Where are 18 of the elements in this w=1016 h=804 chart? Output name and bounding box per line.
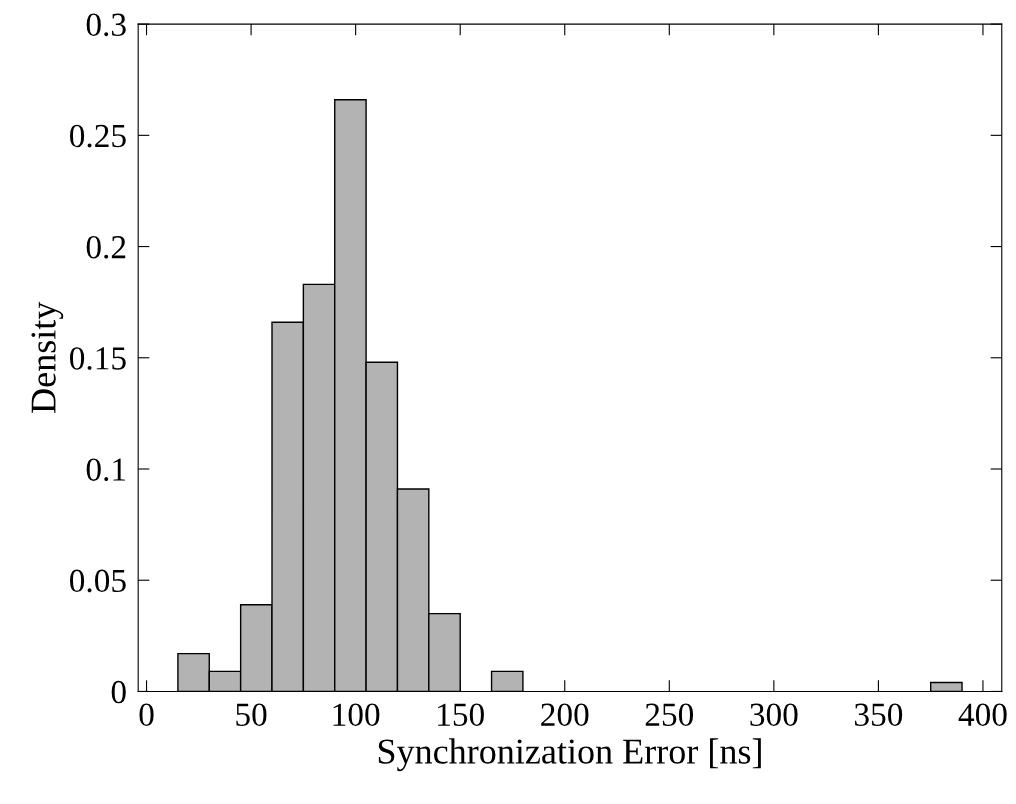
y-tick-label: 0.15 xyxy=(70,347,126,370)
y-tick-label: 0.3 xyxy=(86,13,126,37)
y-tick-label: 0.2 xyxy=(86,235,126,259)
y-axis-title: Density xyxy=(31,301,64,413)
x-axis-title: Synchronization Error [ns] xyxy=(378,738,761,772)
x-tick-label: 250 xyxy=(645,703,694,727)
y-tick-label: 0 xyxy=(111,680,126,704)
x-tick-label: 150 xyxy=(438,703,484,727)
x-tick-label: 400 xyxy=(958,703,1007,727)
x-tick-label: 100 xyxy=(333,703,380,727)
x-tick-label: 0 xyxy=(139,703,154,727)
x-tick-label: 300 xyxy=(750,703,798,727)
y-tick-label: 0.05 xyxy=(70,569,126,593)
x-tick-label: 350 xyxy=(855,703,903,727)
y-tick-label: 0.1 xyxy=(86,458,126,482)
x-tick-label: 50 xyxy=(236,703,267,727)
x-tick-label: 200 xyxy=(541,703,589,727)
y-tick-label: 0.25 xyxy=(70,124,126,148)
